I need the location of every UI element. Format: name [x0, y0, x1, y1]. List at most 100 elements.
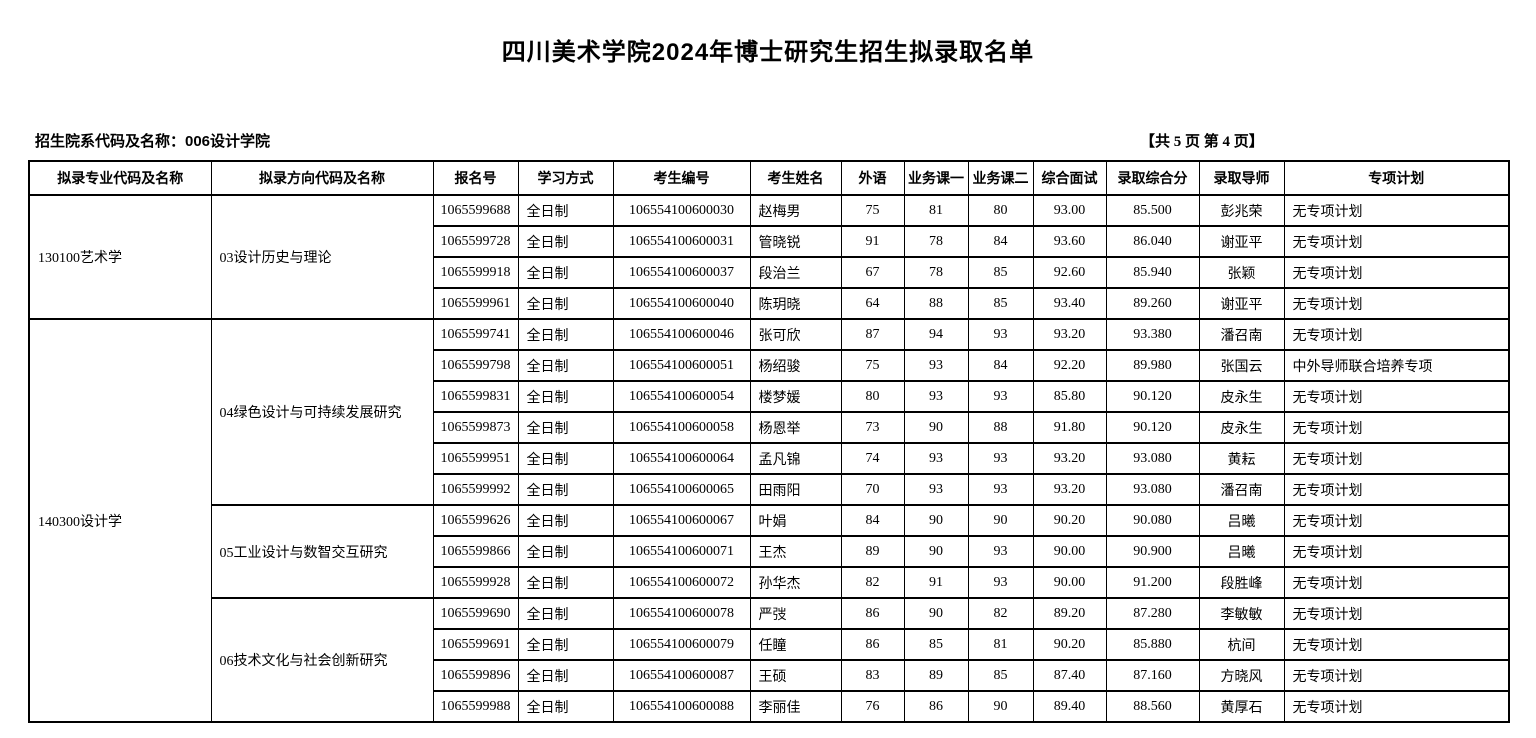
cell-candidate-no: 106554100600065: [612, 473, 751, 506]
cell-study-mode: 全日制: [517, 318, 614, 351]
cell-study-mode: 全日制: [517, 690, 614, 723]
cell-name: 任瞳: [749, 628, 842, 661]
cell-supervisor: 方晓风: [1198, 659, 1285, 692]
cell-special-plan: 无专项计划: [1283, 225, 1510, 258]
cell-total-score: 87.280: [1105, 597, 1200, 630]
cell-course1: 86: [903, 690, 969, 723]
direction-cell: 05工业设计与数智交互研究: [210, 504, 434, 599]
cell-course2: 88: [967, 411, 1034, 444]
cell-reg-no: 1065599928: [432, 566, 519, 599]
cell-reg-no: 1065599798: [432, 349, 519, 382]
cell-name: 严弢: [749, 597, 842, 630]
admission-table: 拟录专业代码及名称 拟录方向代码及名称 报名号 学习方式 考生编号 考生姓名 外语 业务课一业…: [28, 160, 1510, 723]
cell-total-score: 93.080: [1105, 442, 1200, 475]
cell-interview: 93.20: [1032, 442, 1107, 475]
header-row: 拟录专业代码及名称 拟录方向代码及名称 报名号 学习方式 考生编号 考生姓名 外语 业务课一业…: [28, 160, 1510, 196]
table-row: 05工业设计与数智交互研究 1065599626 全日制 10655410060006…: [29, 504, 1510, 599]
cell-special-plan: 无专项计划: [1283, 659, 1510, 692]
cell-foreign-lang: 89: [840, 535, 905, 568]
cell-course1: 93: [903, 442, 969, 475]
cell-name: 段治兰: [749, 256, 842, 289]
cell-course1: 89: [903, 659, 969, 692]
cell-foreign-lang: 75: [840, 349, 905, 382]
cell-interview: 93.20: [1032, 473, 1107, 506]
cell-supervisor: 谢亚平: [1198, 225, 1285, 258]
table-row: 1065599866 全日制 106554100600071 王杰 89 90 93 90.0…: [29, 535, 1510, 568]
cell-study-mode: 全日制: [517, 566, 614, 599]
cell-reg-no: 1065599988: [432, 690, 519, 723]
cell-interview: 85.80: [1032, 380, 1107, 413]
cell-course1: 91: [903, 566, 969, 599]
column-header: 专项计划: [1283, 160, 1510, 196]
cell-total-score: 85.940: [1105, 256, 1200, 289]
cell-study-mode: 全日制: [517, 504, 614, 537]
cell-special-plan: 无专项计划: [1283, 194, 1510, 227]
cell-course2: 85: [967, 659, 1034, 692]
cell-total-score: 90.900: [1105, 535, 1200, 568]
cell-foreign-lang: 86: [840, 628, 905, 661]
cell-foreign-lang: 84: [840, 504, 905, 537]
cell-special-plan: 无专项计划: [1283, 318, 1510, 351]
table-row: 140300设计学 04绿色设计与可持续发展研究 1065599741 全日制 1065…: [28, 318, 1510, 723]
major-cell: 140300设计学: [28, 318, 212, 723]
column-header: 考生编号: [612, 160, 751, 196]
cell-candidate-no: 106554100600051: [612, 349, 751, 382]
cell-reg-no: 1065599690: [432, 597, 519, 630]
column-header: 拟录方向代码及名称: [210, 160, 434, 196]
column-header: 外语: [840, 160, 905, 196]
table-row: 1065599992 全日制 106554100600065 田雨阳 70 93 93 93.…: [29, 473, 1510, 506]
cell-special-plan: 无专项计划: [1283, 504, 1510, 537]
cell-reg-no: 1065599951: [432, 442, 519, 475]
column-header: 考生姓名: [749, 160, 842, 196]
column-header: 综合面试: [1032, 160, 1107, 196]
cell-study-mode: 全日制: [517, 194, 614, 227]
cell-study-mode: 全日制: [517, 473, 614, 506]
cell-total-score: 85.500: [1105, 194, 1200, 227]
cell-name: 管晓锐: [749, 225, 842, 258]
cell-candidate-no: 106554100600079: [612, 628, 751, 661]
cell-candidate-no: 106554100600031: [612, 225, 751, 258]
table-row: 06技术文化与社会创新研究 1065599690 全日制 10655410060007…: [29, 597, 1510, 723]
cell-special-plan: 无专项计划: [1283, 411, 1510, 444]
cell-foreign-lang: 86: [840, 597, 905, 630]
cell-study-mode: 全日制: [517, 442, 614, 475]
cell-course2: 81: [967, 628, 1034, 661]
cell-supervisor: 皮永生: [1198, 411, 1285, 444]
cell-supervisor: 李敏敏: [1198, 597, 1285, 630]
column-header: 业务课二: [967, 160, 1034, 196]
cell-interview: 91.80: [1032, 411, 1107, 444]
cell-course2: 93: [967, 318, 1034, 351]
cell-interview: 93.00: [1032, 194, 1107, 227]
cell-candidate-no: 106554100600030: [612, 194, 751, 227]
table-row: 1065599928 全日制 106554100600072 孙华杰 82 91 93 90.…: [29, 566, 1510, 599]
cell-interview: 87.40: [1032, 659, 1107, 692]
cell-supervisor: 彭兆荣: [1198, 194, 1285, 227]
cell-candidate-no: 106554100600087: [612, 659, 751, 692]
cell-supervisor: 黄厚石: [1198, 690, 1285, 723]
cell-candidate-no: 106554100600046: [612, 318, 751, 351]
table-row: 1065599831 全日制 106554100600054 楼梦媛 80 93 93 85.…: [29, 380, 1510, 413]
cell-supervisor: 吕曦: [1198, 535, 1285, 568]
cell-course1: 93: [903, 349, 969, 382]
column-header: 业务课一: [903, 160, 969, 196]
cell-study-mode: 全日制: [517, 535, 614, 568]
cell-name: 杨恩举: [749, 411, 842, 444]
cell-name: 孟凡锦: [749, 442, 842, 475]
cell-total-score: 93.380: [1105, 318, 1200, 351]
cell-course1: 90: [903, 597, 969, 630]
table-row: 1065599728 全日制 106554100600031 管晓锐 91 78 84 93.…: [29, 225, 1510, 258]
cell-course2: 90: [967, 504, 1034, 537]
cell-name: 杨绍骏: [749, 349, 842, 382]
cell-special-plan: 无专项计划: [1283, 256, 1510, 289]
cell-supervisor: 吕曦: [1198, 504, 1285, 537]
cell-course2: 93: [967, 473, 1034, 506]
cell-total-score: 87.160: [1105, 659, 1200, 692]
page-title: 四川美术学院2024年博士研究生招生拟录取名单: [501, 39, 1035, 66]
department-label: 招生院系代码及名称：006设计学院: [35, 133, 271, 150]
column-header: 报名号: [432, 160, 519, 196]
table-row: 1065599896 全日制 106554100600087 王硕 83 89 85 87.4…: [29, 659, 1510, 692]
direction-cell: 04绿色设计与可持续发展研究: [210, 318, 434, 506]
cell-course1: 90: [903, 535, 969, 568]
cell-course2: 93: [967, 442, 1034, 475]
cell-study-mode: 全日制: [517, 597, 614, 630]
